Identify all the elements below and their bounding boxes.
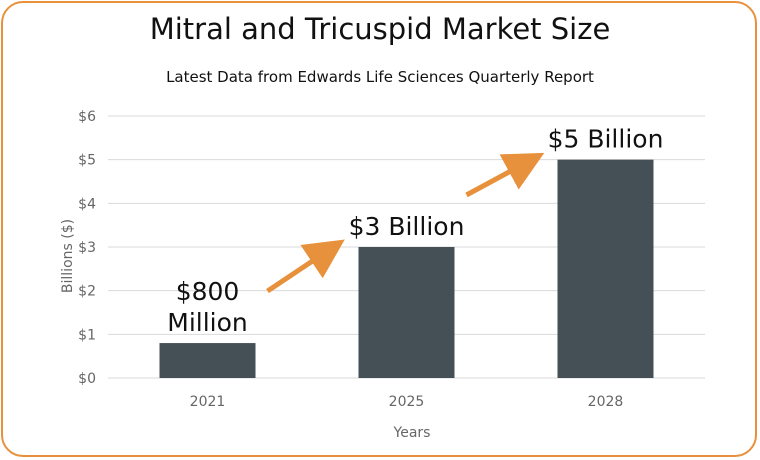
bar-2025 — [358, 247, 455, 378]
x-tick-label: 2021 — [190, 394, 226, 410]
bars — [159, 159, 654, 378]
x-tick-label: 2028 — [588, 394, 624, 410]
bar-2021 — [159, 343, 256, 378]
x-axis-label: Years — [393, 425, 431, 441]
y-tick-label: $3 — [78, 240, 96, 256]
growth-arrows — [266, 152, 545, 294]
y-tick-label: $2 — [78, 284, 96, 300]
y-tick-label: $0 — [78, 371, 96, 387]
data-label: $5 Billion — [548, 125, 664, 154]
growth-arrow — [266, 239, 345, 294]
data-label: Million — [167, 308, 248, 337]
y-axis-label: Billions ($) — [60, 219, 76, 293]
x-tick-label: 2025 — [389, 394, 425, 410]
growth-arrow — [465, 152, 545, 198]
y-axis-ticks: $0 $1 $2 $3 $4 $5 $6 — [78, 109, 96, 387]
chart-subtitle: Latest Data from Edwards Life Sciences Q… — [166, 68, 594, 86]
y-tick-label: $1 — [78, 327, 96, 343]
x-axis-ticks: 2021 2025 2028 — [190, 394, 624, 410]
y-tick-label: $5 — [78, 153, 96, 169]
y-tick-label: $4 — [78, 196, 96, 212]
data-label: $3 Billion — [349, 212, 465, 241]
data-label: $800 — [176, 277, 240, 306]
bar-2028 — [557, 159, 654, 378]
y-tick-label: $6 — [78, 109, 96, 125]
chart-title: Mitral and Tricuspid Market Size — [149, 12, 611, 46]
